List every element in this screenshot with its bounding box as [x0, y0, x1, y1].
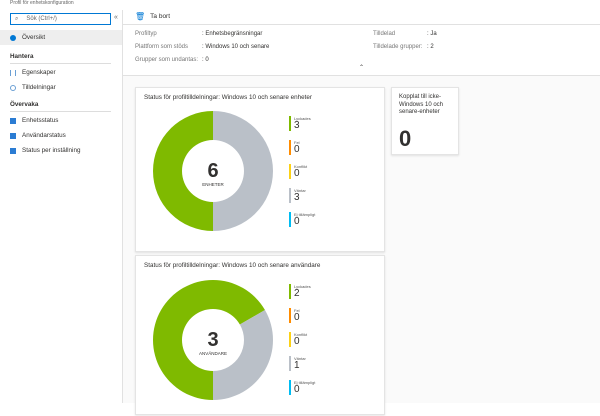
- legend-value: 3: [294, 120, 300, 131]
- legend-value: 0: [294, 312, 300, 323]
- legend-na[interactable]: Ej tillämpligt 0: [289, 212, 315, 227]
- legend-label: Väntar: [294, 188, 306, 193]
- legend-value: 0: [294, 216, 300, 227]
- properties-icon: [10, 69, 16, 76]
- user-total: 3: [207, 329, 219, 351]
- legend-succeeded[interactable]: Lyckades 2: [289, 284, 311, 299]
- section-manage: Hantera: [10, 53, 111, 64]
- assigned-groups-label: Tilldelade grupper:: [373, 44, 423, 50]
- sidebar-item-properties[interactable]: Egenskaper: [10, 69, 56, 76]
- search-icon: ⌕: [15, 15, 19, 22]
- legend-label: Lyckades: [294, 284, 311, 289]
- assigned-label: Tilldelad: [373, 31, 396, 37]
- assigned-row: Tilldelad : Ja: [373, 30, 437, 38]
- profile-type-row: Profiltyp : Enhetsbegränsningar: [135, 30, 262, 38]
- info-icon: [10, 34, 16, 41]
- excluded-groups-value: : 0: [202, 57, 209, 63]
- search-input[interactable]: ⌕ Sök (Ctrl+/): [10, 13, 111, 25]
- legend-value: 3: [294, 192, 300, 203]
- platform-value: : Windows 10 och senare: [202, 44, 270, 50]
- legend-value: 0: [294, 336, 300, 347]
- legend-label: Konflikt: [294, 164, 308, 169]
- platform-label: Plattform som stöds: [135, 44, 189, 50]
- assigned-groups-value: : 2: [427, 44, 434, 50]
- profile-type-label: Profiltyp: [135, 31, 157, 37]
- legend-label: Fel: [294, 140, 300, 145]
- legend-label: Ej tillämpligt: [294, 380, 316, 385]
- legend-value: 2: [294, 288, 300, 299]
- legend-value: 0: [294, 384, 300, 395]
- legend-conflict[interactable]: Konflikt 0: [289, 332, 307, 347]
- delete-button[interactable]: 🗑 Ta bort: [135, 12, 171, 21]
- user-unit: ANVÄNDARE: [198, 351, 227, 356]
- chevron-up-double-icon[interactable]: ⌃: [359, 65, 365, 71]
- section-monitor: Övervaka: [10, 101, 111, 112]
- non-windows-tile[interactable]: Kopplat till icke-Windows 10 och senare-…: [391, 87, 459, 155]
- donut-slice-pending: [213, 310, 273, 400]
- users-icon: [10, 84, 16, 91]
- trash-icon: 🗑: [135, 12, 146, 21]
- sidebar-item-overview-bg: [0, 30, 122, 45]
- device-unit: ENHETER: [202, 182, 224, 187]
- sidebar-item-device-status[interactable]: Enhetsstatus: [10, 117, 58, 124]
- legend-error[interactable]: Fel 0: [289, 140, 300, 155]
- legend-label: Lyckades: [294, 116, 311, 121]
- legend-succeeded[interactable]: Lyckades 3: [289, 116, 311, 131]
- device-status-chart-card[interactable]: Status för profiltilldelningar: Windows …: [135, 87, 385, 252]
- tile-title: Kopplat till icke-Windows 10 och senare-…: [399, 94, 444, 115]
- excluded-groups-label: Grupper som undantas:: [135, 57, 199, 63]
- legend-value: 0: [294, 168, 300, 179]
- sidebar-item-per-setting[interactable]: Status per inställning: [10, 147, 80, 154]
- report-icon: [10, 132, 16, 139]
- legend-conflict[interactable]: Konflikt 0: [289, 164, 307, 179]
- report-icon: [10, 147, 16, 154]
- excluded-groups-row: Grupper som undantas:: 0: [135, 56, 209, 64]
- sidebar-item-user-status[interactable]: Användarstatus: [10, 132, 66, 139]
- divider: [123, 75, 600, 76]
- legend-value: 1: [294, 360, 300, 371]
- sidebar-item-overview[interactable]: Översikt: [10, 34, 45, 41]
- legend-value: 0: [294, 144, 300, 155]
- profile-type-value: : Enhetsbegränsningar: [202, 31, 263, 37]
- sidebar-item-assignments[interactable]: Tilldelningar: [10, 84, 56, 91]
- chart-title: Status för profiltilldelningar: Windows …: [144, 262, 321, 269]
- user-status-chart-card[interactable]: Status för profiltilldelningar: Windows …: [135, 255, 385, 415]
- assigned-groups-row: Tilldelade grupper: : 2: [373, 43, 434, 51]
- window-title: Profil för enhetskonfiguration: [10, 0, 74, 6]
- device-total: 6: [207, 160, 219, 182]
- tile-value: 0: [399, 126, 412, 151]
- legend-pending[interactable]: Väntar 1: [289, 356, 306, 371]
- legend-label: Fel: [294, 308, 300, 313]
- toolbar: 🗑 Ta bort: [123, 10, 600, 25]
- donut-slice-succeeded: [153, 111, 213, 231]
- donut-slice-succeeded: [153, 280, 265, 400]
- legend-error[interactable]: Fel 0: [289, 308, 300, 323]
- assigned-value: : Ja: [427, 31, 437, 37]
- legend-label: Ej tillämpligt: [294, 212, 316, 217]
- platform-row: Plattform som stöds : Windows 10 och sena…: [135, 43, 269, 51]
- legend-label: Väntar: [294, 356, 306, 361]
- device-donut: [153, 111, 273, 231]
- legend-label: Konflikt: [294, 332, 308, 337]
- chart-title: Status för profiltilldelningar: Windows …: [144, 94, 313, 101]
- legend-na[interactable]: Ej tillämpligt 0: [289, 380, 315, 395]
- user-donut: [153, 280, 273, 400]
- legend-pending[interactable]: Väntar 3: [289, 188, 306, 203]
- sidebar: ⌕ Sök (Ctrl+/) « Översikt Hantera Egenska…: [0, 10, 123, 403]
- donut-slice-pending: [213, 111, 273, 231]
- collapse-sidebar-button[interactable]: «: [114, 14, 118, 21]
- report-icon: [10, 117, 16, 124]
